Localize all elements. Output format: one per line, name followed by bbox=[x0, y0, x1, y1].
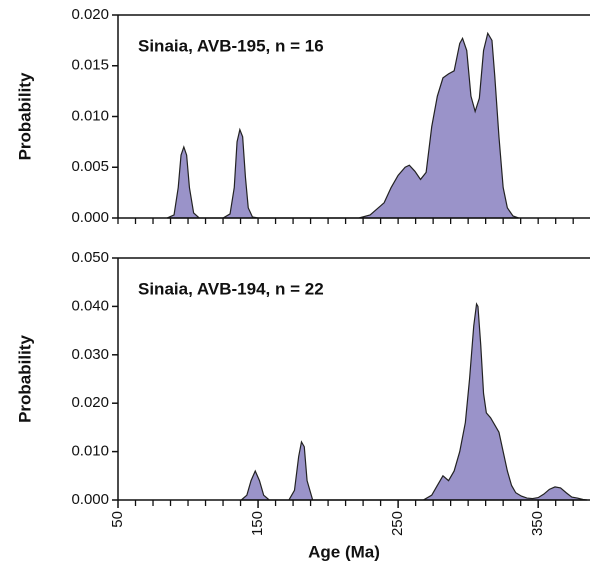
y-tick-label: 0.050 bbox=[71, 249, 109, 266]
x-tick-label: 350 bbox=[529, 511, 546, 536]
y-tick-label: 0.020 bbox=[71, 394, 109, 411]
y-tick-label: 0.040 bbox=[71, 297, 109, 314]
x-tick-label: 150 bbox=[249, 511, 266, 536]
density-area bbox=[239, 302, 588, 501]
panel-title: Sinaia, AVB-194, n = 22 bbox=[138, 279, 324, 298]
y-axis-label: Probability bbox=[15, 335, 34, 423]
y-tick-label: 0.030 bbox=[71, 346, 109, 363]
density-area bbox=[166, 31, 519, 219]
y-tick-label: 0.010 bbox=[71, 443, 109, 460]
x-tick-label: 50 bbox=[109, 511, 126, 528]
y-axis-label: Probability bbox=[15, 72, 34, 160]
x-tick-label: 250 bbox=[389, 511, 406, 536]
y-tick-label: 0.020 bbox=[71, 6, 109, 23]
y-tick-label: 0.015 bbox=[71, 57, 109, 74]
y-tick-label: 0.010 bbox=[71, 107, 109, 124]
y-tick-label: 0.005 bbox=[71, 158, 109, 175]
y-tick-label: 0.000 bbox=[71, 491, 109, 508]
y-tick-label: 0.000 bbox=[71, 209, 109, 226]
panel-title: Sinaia, AVB-195, n = 16 bbox=[138, 36, 324, 55]
x-axis-label: Age (Ma) bbox=[308, 542, 380, 561]
